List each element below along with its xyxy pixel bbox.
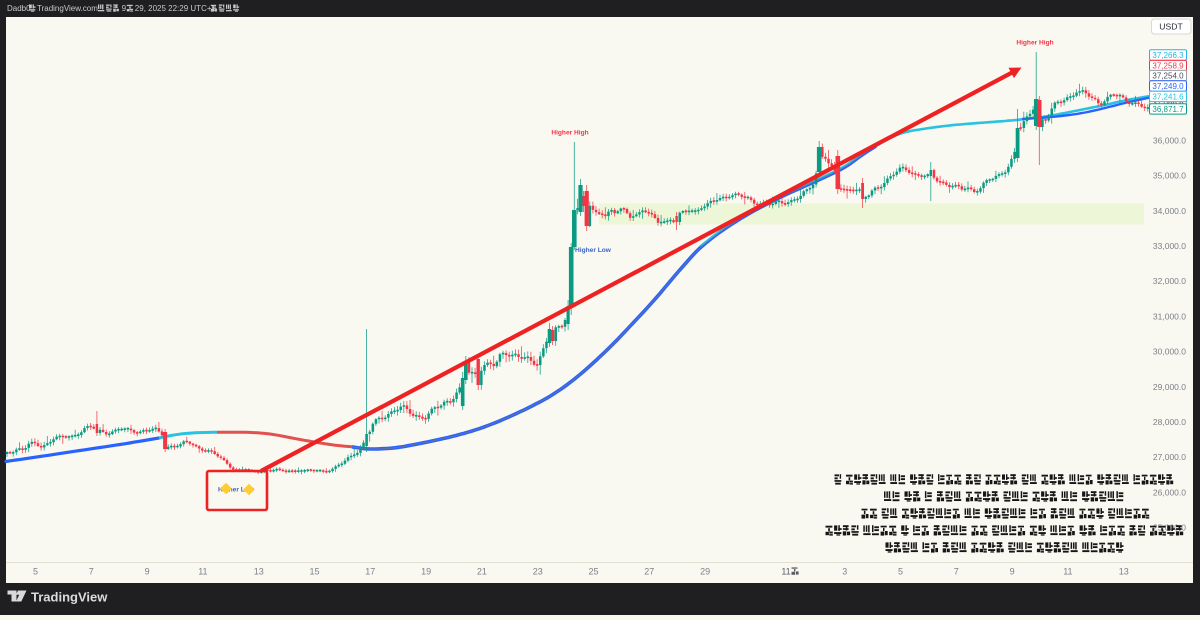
svg-text:7: 7 <box>89 567 94 577</box>
svg-text:Higher Low: Higher Low <box>575 247 612 254</box>
svg-text:11: 11 <box>1063 567 1072 577</box>
svg-text:Higher Low: Higher Low <box>218 487 255 494</box>
svg-text:32,000.0: 32,000.0 <box>1153 276 1186 286</box>
svg-text:15: 15 <box>309 567 319 577</box>
svg-text:21: 21 <box>477 567 487 577</box>
svg-text:26,000.0: 26,000.0 <box>1153 487 1186 497</box>
svg-text:USDT: USDT <box>1159 22 1183 32</box>
svg-text:13: 13 <box>254 567 264 577</box>
svg-text:27,000.0: 27,000.0 <box>1153 452 1186 462</box>
svg-text:37,066.6: 37,066.6 <box>1152 99 1184 108</box>
svg-text:TradingView: TradingView <box>31 590 108 605</box>
svg-text:19: 19 <box>421 567 431 577</box>
svg-text:37,254.0: 37,254.0 <box>1152 72 1184 81</box>
svg-text:5: 5 <box>33 567 38 577</box>
svg-text:29, 2025 22:29 UTC+9: 29, 2025 22:29 UTC+9 <box>135 4 217 13</box>
svg-text:33,000.0: 33,000.0 <box>1153 241 1186 251</box>
svg-text:23: 23 <box>533 567 543 577</box>
svg-text:9: 9 <box>145 567 150 577</box>
svg-text:Higher High: Higher High <box>1016 40 1053 47</box>
svg-text:13: 13 <box>1119 567 1129 577</box>
svg-text:34,000.0: 34,000.0 <box>1153 206 1186 216</box>
svg-text:9: 9 <box>122 4 127 13</box>
svg-text:9: 9 <box>1010 567 1015 577</box>
svg-text:11: 11 <box>781 567 790 577</box>
svg-text:36,871.7: 36,871.7 <box>1152 105 1184 114</box>
svg-text:17: 17 <box>365 567 375 577</box>
svg-text:37,249.0: 37,249.0 <box>1152 82 1184 91</box>
svg-text:35,000.0: 35,000.0 <box>1153 171 1186 181</box>
svg-text:37,258.9: 37,258.9 <box>1152 62 1184 71</box>
svg-text:7: 7 <box>954 567 959 577</box>
svg-text:30,000.0: 30,000.0 <box>1153 347 1186 357</box>
svg-text:Dadb0: Dadb0 <box>7 4 31 13</box>
svg-text:31,000.0: 31,000.0 <box>1153 311 1186 321</box>
svg-text:37,241.6: 37,241.6 <box>1152 92 1184 101</box>
svg-text:28,000.0: 28,000.0 <box>1153 417 1186 427</box>
svg-text:Higher High: Higher High <box>551 130 588 137</box>
svg-text:11: 11 <box>198 567 207 577</box>
svg-text:37,266.3: 37,266.3 <box>1152 51 1184 60</box>
svg-text:5: 5 <box>898 567 903 577</box>
svg-text:27: 27 <box>644 567 654 577</box>
svg-text:TradingView.com: TradingView.com <box>37 4 98 13</box>
svg-text:36,000.0: 36,000.0 <box>1153 135 1186 145</box>
svg-text:29,000.0: 29,000.0 <box>1153 382 1186 392</box>
svg-text:25: 25 <box>588 567 598 577</box>
svg-text:3: 3 <box>842 567 847 577</box>
svg-text:29: 29 <box>700 567 710 577</box>
